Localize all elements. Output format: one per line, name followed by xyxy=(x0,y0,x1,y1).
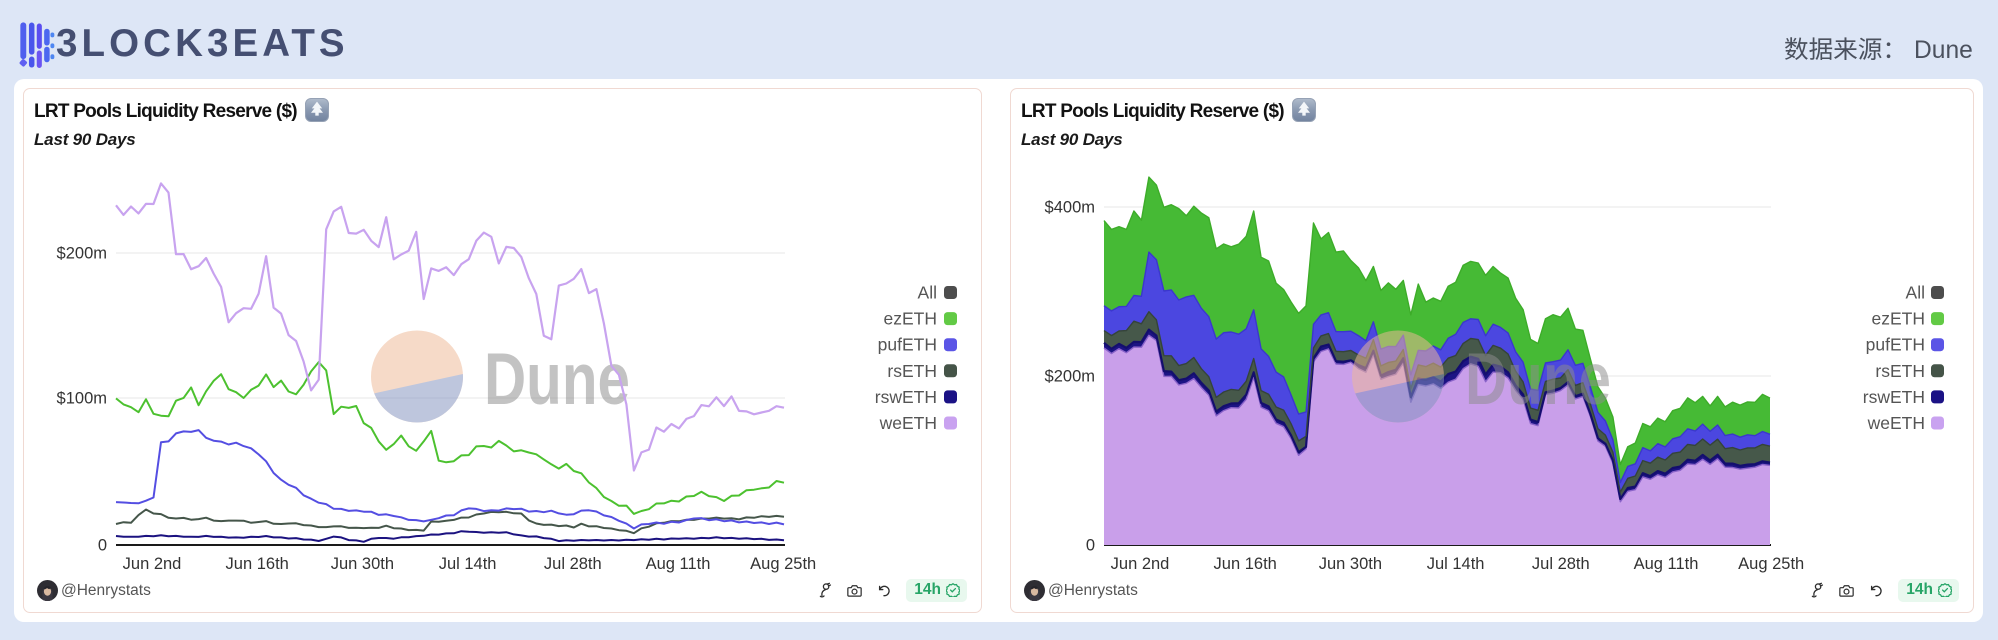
svg-text:All: All xyxy=(918,283,937,303)
svg-text:Jun 2nd: Jun 2nd xyxy=(123,555,182,573)
svg-text:Jun 16th: Jun 16th xyxy=(1214,555,1277,573)
svg-text:Jun 16th: Jun 16th xyxy=(226,555,289,573)
svg-text:rsETH: rsETH xyxy=(1875,361,1925,381)
svg-text:Dune: Dune xyxy=(1914,37,1973,64)
svg-text:Dune: Dune xyxy=(484,339,630,420)
svg-text:Jul 14th: Jul 14th xyxy=(1427,555,1485,573)
svg-text:Dune: Dune xyxy=(1465,339,1611,420)
svg-text:0: 0 xyxy=(98,537,107,555)
svg-text:Jul 28th: Jul 28th xyxy=(544,555,602,573)
svg-text:$200m: $200m xyxy=(1045,368,1095,386)
svg-text:0: 0 xyxy=(1086,537,1095,555)
svg-text:Aug 25th: Aug 25th xyxy=(1738,555,1804,573)
svg-text:weETH: weETH xyxy=(879,413,937,433)
svg-text:Jul 28th: Jul 28th xyxy=(1532,555,1590,573)
svg-text:ezETH: ezETH xyxy=(884,309,937,329)
svg-text:weETH: weETH xyxy=(1867,413,1925,433)
svg-text:All: All xyxy=(1906,283,1925,303)
svg-text:$200m: $200m xyxy=(57,245,107,263)
svg-text:rsETH: rsETH xyxy=(887,361,937,381)
svg-text:ezETH: ezETH xyxy=(1872,309,1925,329)
svg-text:Aug 25th: Aug 25th xyxy=(750,555,816,573)
svg-text:Aug 11th: Aug 11th xyxy=(646,555,711,573)
svg-text:pufETH: pufETH xyxy=(878,335,937,355)
svg-text:$100m: $100m xyxy=(57,390,107,408)
svg-text:pufETH: pufETH xyxy=(1866,335,1925,355)
svg-text:Jun 30th: Jun 30th xyxy=(331,555,394,573)
svg-text:rswETH: rswETH xyxy=(1863,387,1925,407)
svg-text:Jun 30th: Jun 30th xyxy=(1319,555,1382,573)
svg-text:rswETH: rswETH xyxy=(875,387,937,407)
svg-text:Jun 2nd: Jun 2nd xyxy=(1111,555,1170,573)
svg-text:Aug 11th: Aug 11th xyxy=(1634,555,1699,573)
svg-text:$400m: $400m xyxy=(1045,199,1095,217)
svg-text:Jul 14th: Jul 14th xyxy=(439,555,497,573)
